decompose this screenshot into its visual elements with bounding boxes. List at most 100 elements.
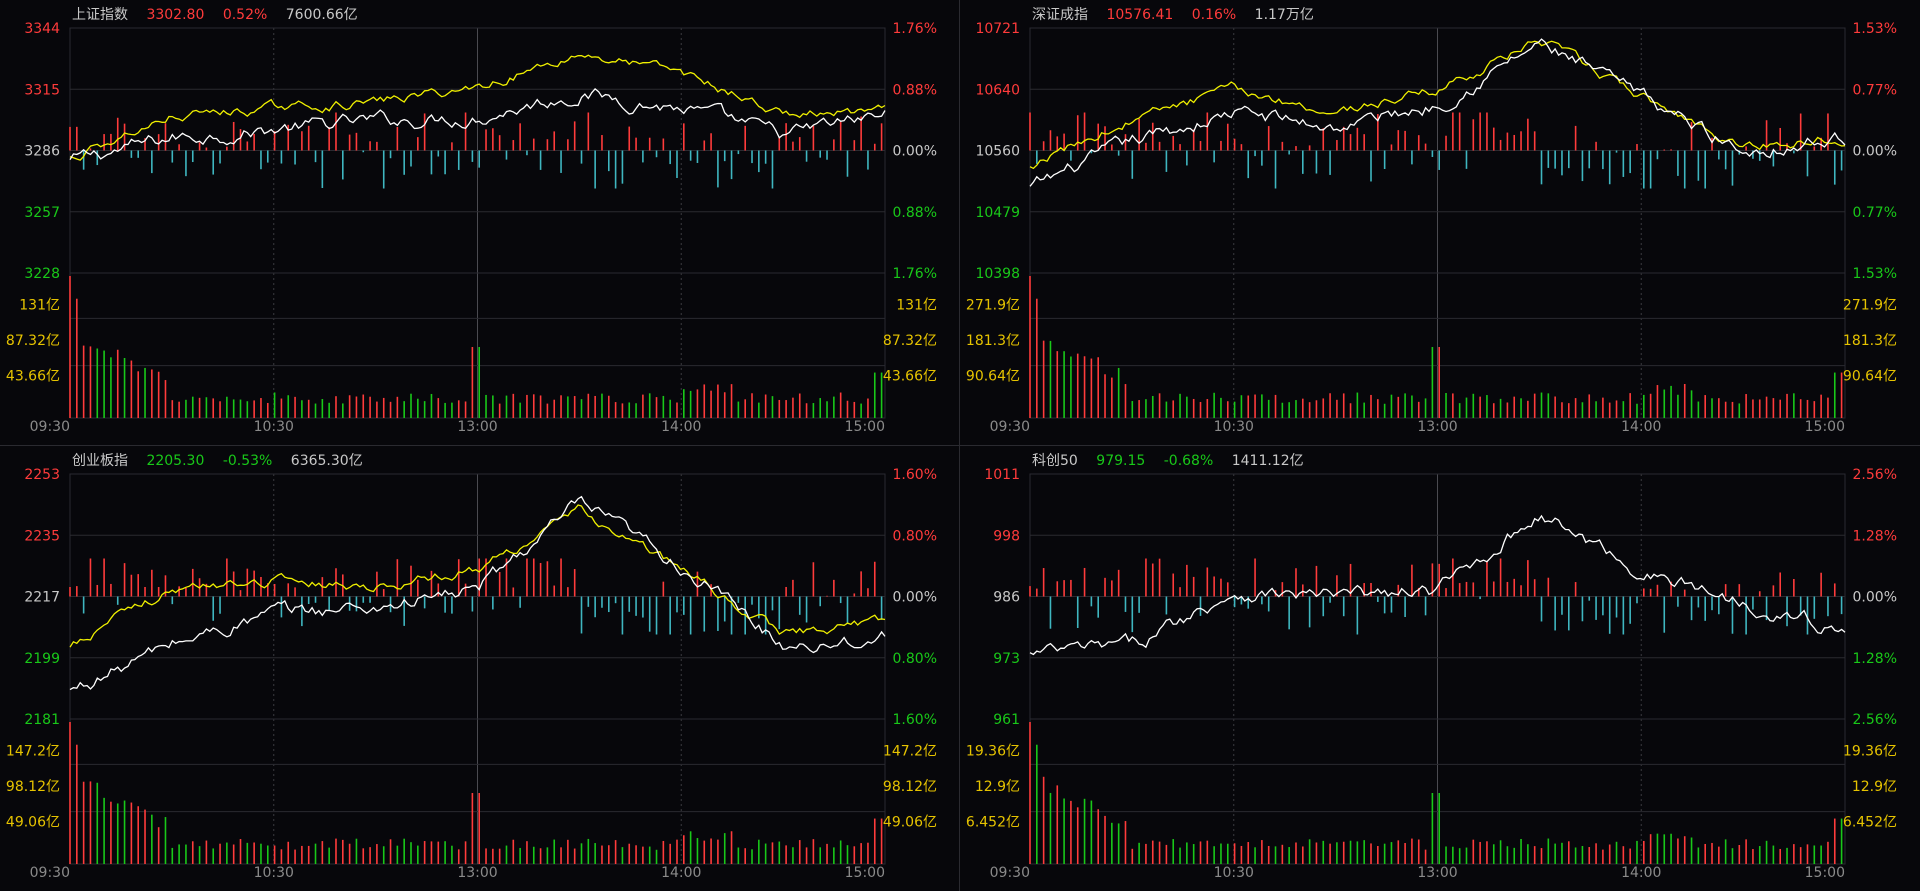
pct-tick-label: 0.00%: [1853, 590, 1897, 606]
volume-tick-label: 49.06亿: [6, 815, 60, 831]
chart-panel-shenzhen[interactable]: 10721 10640 10560 10479 10398 1.53% 0.77% 0.00%…: [960, 0, 1920, 445]
index-name: 深证成指: [1032, 7, 1088, 23]
pct-tick-label: 1.53%: [1853, 21, 1897, 37]
volume-tick-label-right: 147.2亿: [883, 744, 937, 760]
pct-tick-label: 2.56%: [1853, 712, 1897, 728]
price-tick-label: 10721: [975, 21, 1020, 37]
volume-tick-label: 12.9亿: [975, 779, 1020, 795]
price-tick-label: 10640: [975, 82, 1020, 98]
pct-tick-label: 0.00%: [1853, 144, 1897, 160]
time-tick-label: 09:30: [30, 865, 70, 881]
pct-tick-label: 0.88%: [893, 82, 937, 98]
index-change: -0.68%: [1163, 453, 1214, 469]
panel-header: 科创50 979.15 -0.68% 1411.12亿: [1032, 450, 1318, 470]
volume-tick-label: 6.452亿: [966, 815, 1020, 831]
volume-tick-label-right: 131亿: [896, 298, 937, 314]
time-tick-label: 13:00: [457, 419, 497, 435]
volume-tick-label: 87.32亿: [6, 333, 60, 349]
price-tick-label: 2199: [24, 651, 60, 667]
index-name: 上证指数: [72, 7, 128, 23]
volume-tick-label-right: 6.452亿: [1843, 815, 1897, 831]
pct-tick-label: 0.88%: [893, 205, 937, 221]
pct-tick-label: 0.00%: [893, 590, 937, 606]
index-change: 0.52%: [222, 7, 268, 23]
pct-tick-label: 1.28%: [1853, 651, 1897, 667]
time-tick-label: 13:00: [457, 865, 497, 881]
price-tick-label: 986: [993, 590, 1020, 606]
volume-tick-label-right: 49.06亿: [883, 815, 937, 831]
time-tick-label: 13:00: [1417, 865, 1457, 881]
price-tick-label: 3344: [24, 21, 60, 37]
volume-tick-label: 19.36亿: [966, 744, 1020, 760]
chart-svg: 2253 2235 2217 2199 2181 1.60% 0.80% 0.00% 0.80%…: [6, 467, 937, 881]
volume-tick-label: 271.9亿: [966, 298, 1020, 314]
index-turnover: 6365.30亿: [290, 453, 363, 469]
time-tick-label: 15:00: [1805, 419, 1845, 435]
pct-tick-label: 1.60%: [893, 467, 937, 483]
time-tick-label: 14:00: [661, 865, 701, 881]
price-tick-label: 2253: [24, 467, 60, 483]
pct-tick-label: 1.76%: [893, 21, 937, 37]
volume-tick-label: 98.12亿: [6, 779, 60, 795]
index-name: 创业板指: [72, 453, 128, 469]
volume-tick-label: 147.2亿: [6, 744, 60, 760]
pct-tick-label: 1.76%: [893, 266, 937, 282]
price-tick-label: 3315: [24, 82, 60, 98]
volume-tick-label-right: 98.12亿: [883, 779, 937, 795]
time-tick-label: 09:30: [30, 419, 70, 435]
time-tick-label: 10:30: [254, 865, 294, 881]
time-tick-label: 14:00: [1621, 865, 1661, 881]
price-tick-label: 2235: [24, 528, 60, 544]
pct-tick-label: 0.80%: [893, 651, 937, 667]
time-tick-label: 15:00: [845, 865, 885, 881]
chart-svg: 3344 3315 3286 3257 3228 1.76% 0.88% 0.00% 0.88%…: [6, 21, 937, 435]
time-tick-label: 14:00: [1621, 419, 1661, 435]
volume-tick-label-right: 271.9亿: [1843, 298, 1897, 314]
series-line-yellow: [69, 54, 886, 161]
volume-tick-label: 131亿: [19, 298, 60, 314]
volume-tick-label-right: 87.32亿: [883, 333, 937, 349]
volume-tick-label: 90.64亿: [966, 369, 1020, 385]
pct-tick-label: 0.00%: [893, 144, 937, 160]
pct-tick-label: 1.28%: [1853, 528, 1897, 544]
series-line-white: [69, 88, 886, 161]
price-tick-label: 10398: [975, 266, 1020, 282]
chart-panel-chinext[interactable]: 2253 2235 2217 2199 2181 1.60% 0.80% 0.00% 0.80%…: [0, 446, 960, 891]
panel-header: 创业板指 2205.30 -0.53% 6365.30亿: [72, 450, 377, 470]
index-price: 979.15: [1096, 453, 1146, 469]
time-tick-label: 09:30: [990, 865, 1030, 881]
volume-tick-label-right: 181.3亿: [1843, 333, 1897, 349]
horizontal-divider: [0, 445, 1920, 446]
index-name: 科创50: [1032, 453, 1078, 469]
pct-tick-label: 1.53%: [1853, 266, 1897, 282]
panel-header: 深证成指 10576.41 0.16% 1.17万亿: [1032, 4, 1328, 24]
time-tick-label: 14:00: [661, 419, 701, 435]
time-tick-label: 15:00: [1805, 865, 1845, 881]
chart-svg: 10721 10640 10560 10479 10398 1.53% 0.77% 0.00%…: [966, 21, 1897, 435]
price-tick-label: 2181: [24, 712, 60, 728]
time-tick-label: 10:30: [1214, 865, 1254, 881]
index-change: 0.16%: [1191, 7, 1237, 23]
pct-tick-label: 1.60%: [893, 712, 937, 728]
volume-tick-label-right: 12.9亿: [1852, 779, 1897, 795]
price-tick-label: 973: [993, 651, 1020, 667]
pct-tick-label: 0.77%: [1853, 205, 1897, 221]
index-price: 3302.80: [146, 7, 205, 23]
time-tick-label: 10:30: [254, 419, 294, 435]
chart-panel-shanghai[interactable]: 3344 3315 3286 3257 3228 1.76% 0.88% 0.00% 0.88%…: [0, 0, 960, 445]
index-turnover: 7600.66亿: [285, 7, 358, 23]
price-tick-label: 10560: [975, 144, 1020, 160]
volume-tick-label-right: 43.66亿: [883, 369, 937, 385]
series-line-yellow: [1029, 40, 1846, 170]
chart-panel-star50[interactable]: 1011 998 986 973 961 2.56% 1.28% 0.00% 1.28% 2.56…: [960, 446, 1920, 891]
index-price: 10576.41: [1106, 7, 1174, 23]
price-tick-label: 3257: [24, 205, 60, 221]
time-tick-label: 15:00: [845, 419, 885, 435]
series-line-white: [1029, 38, 1846, 187]
pct-tick-label: 2.56%: [1853, 467, 1897, 483]
pct-tick-label: 0.80%: [893, 528, 937, 544]
volume-tick-label-right: 90.64亿: [1843, 369, 1897, 385]
pct-tick-label: 0.77%: [1853, 82, 1897, 98]
price-tick-label: 10479: [975, 205, 1020, 221]
price-tick-label: 2217: [24, 590, 60, 606]
